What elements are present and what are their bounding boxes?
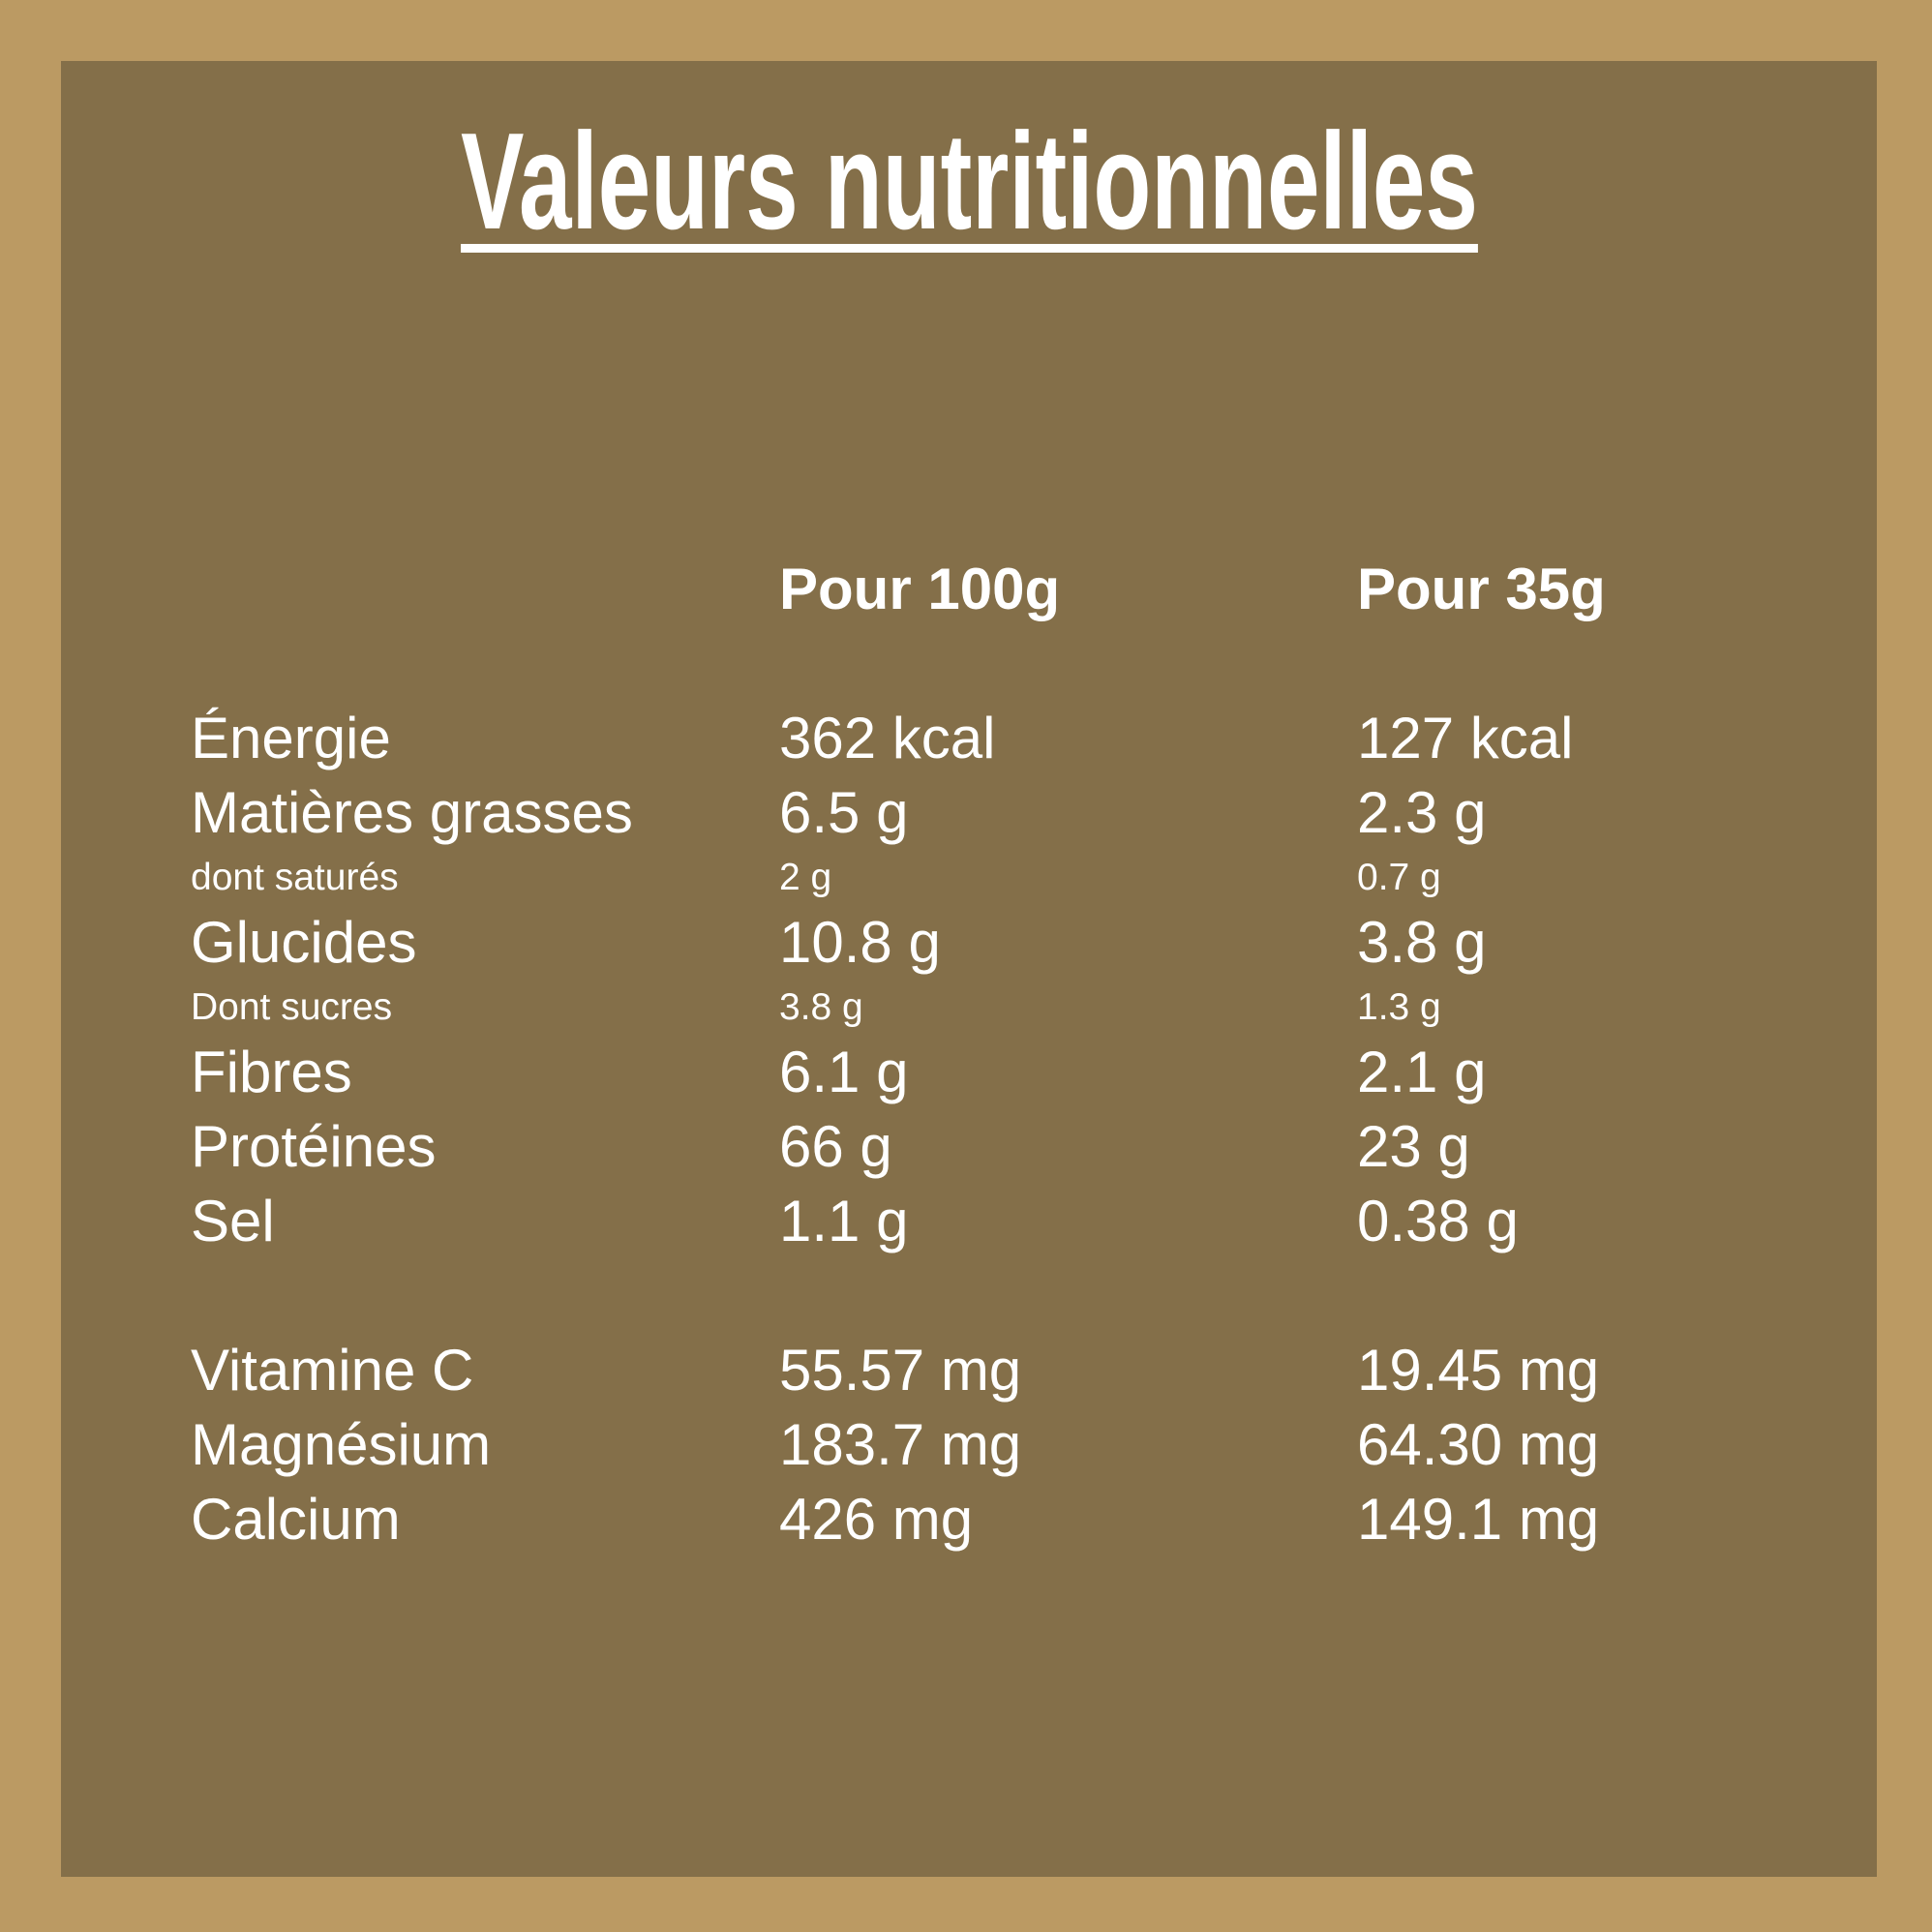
value-per-100g: 10.8 g (779, 910, 941, 975)
row-label: Sel (191, 1189, 275, 1253)
value-per-100g: 6.5 g (779, 780, 909, 845)
value-per-35g: 23 g (1357, 1114, 1470, 1179)
row-label: Glucides (191, 910, 417, 975)
row-label: Protéines (191, 1114, 437, 1179)
value-per-35g: 2.3 g (1357, 780, 1487, 845)
row-label: Fibres (191, 1040, 352, 1104)
value-per-35g: 149.1 mg (1357, 1487, 1600, 1552)
value-per-35g: 127 kcal (1357, 706, 1574, 770)
table-row-energie: Énergie 362 kcal 127 kcal (191, 701, 1857, 775)
value-per-100g: 1.1 g (779, 1189, 909, 1253)
value-per-35g: 64.30 mg (1357, 1412, 1600, 1477)
value-per-35g: 1.3 g (1357, 986, 1441, 1028)
nutrition-table: Pour 100g Pour 35g Énergie 362 kcal 127 … (191, 552, 1857, 1556)
value-per-100g: 183.7 mg (779, 1412, 1022, 1477)
value-per-35g: 3.8 g (1357, 910, 1487, 975)
value-per-100g: 55.57 mg (779, 1338, 1022, 1403)
value-per-35g: 19.45 mg (1357, 1338, 1600, 1403)
row-label: Dont sucres (191, 986, 393, 1028)
section-gap (191, 1258, 1857, 1333)
row-label: Vitamine C (191, 1338, 474, 1403)
table-row-dont-satures: dont saturés 2 g 0.7 g (191, 850, 1857, 905)
value-per-35g: 0.7 g (1357, 857, 1441, 898)
table-row-calcium: Calcium 426 mg 149.1 mg (191, 1482, 1857, 1556)
header-gap (191, 626, 1857, 701)
column-header-per-100g: Pour 100g (779, 557, 1061, 621)
table-row-matieres-grasses: Matières grasses 6.5 g 2.3 g (191, 775, 1857, 850)
table-row-sel: Sel 1.1 g 0.38 g (191, 1184, 1857, 1258)
value-per-100g: 362 kcal (779, 706, 996, 770)
table-header-row: Pour 100g Pour 35g (191, 552, 1857, 626)
value-per-100g: 426 mg (779, 1487, 974, 1552)
column-header-per-35g: Pour 35g (1357, 557, 1606, 621)
row-label: Énergie (191, 706, 391, 770)
row-label: Calcium (191, 1487, 401, 1552)
table-row-fibres: Fibres 6.1 g 2.1 g (191, 1035, 1857, 1109)
nutrition-facts-panel: Valeurs nutritionnelles Pour 100g Pour 3… (61, 61, 1877, 1877)
table-row-proteines: Protéines 66 g 23 g (191, 1109, 1857, 1184)
header-spacer-cell (191, 552, 779, 626)
table-row-dont-sucres: Dont sucres 3.8 g 1.3 g (191, 980, 1857, 1035)
value-per-100g: 6.1 g (779, 1040, 909, 1104)
page-title-text: Valeurs nutritionnelles (460, 105, 1478, 258)
value-per-35g: 0.38 g (1357, 1189, 1519, 1253)
value-per-100g: 2 g (779, 857, 832, 898)
table-row-magnesium: Magnésium 183.7 mg 64.30 mg (191, 1407, 1857, 1482)
value-per-100g: 3.8 g (779, 986, 863, 1028)
row-label: Magnésium (191, 1412, 492, 1477)
row-label: Matières grasses (191, 780, 633, 845)
page-title: Valeurs nutritionnelles (61, 113, 1877, 251)
table-row-vitamine-c: Vitamine C 55.57 mg 19.45 mg (191, 1333, 1857, 1407)
table-row-glucides: Glucides 10.8 g 3.8 g (191, 905, 1857, 980)
row-label: dont saturés (191, 857, 399, 898)
value-per-35g: 2.1 g (1357, 1040, 1487, 1104)
value-per-100g: 66 g (779, 1114, 892, 1179)
